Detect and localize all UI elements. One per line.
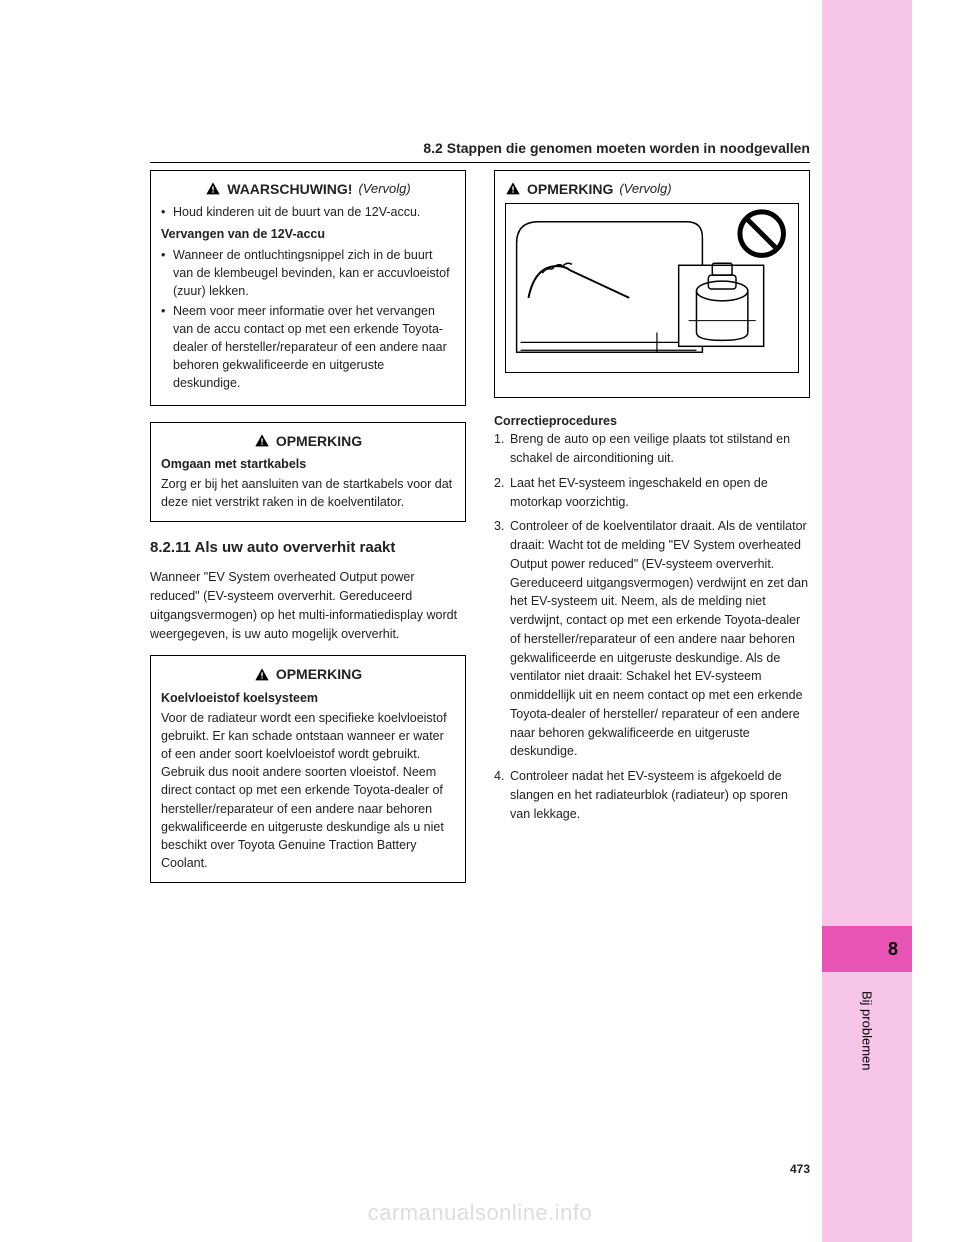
- step-number: 2.: [494, 474, 504, 493]
- step-text: Controleer of de koelventilator draait. …: [510, 519, 808, 758]
- notice1-title: OPMERKING: [276, 431, 362, 451]
- procedure-list: 1. Breng de auto op een veilige plaats to…: [494, 430, 810, 823]
- step-number: 1.: [494, 430, 504, 449]
- chapter-number: 8: [888, 939, 898, 960]
- warning-bullet: Wanneer de ontluchtingsnippel zich in de…: [161, 246, 455, 300]
- warning-title: WAARSCHUWING!: [227, 179, 352, 199]
- procedure-step: 3. Controleer of de koelventilator draait…: [494, 517, 810, 761]
- left-column: WAARSCHUWING! (Vervolg) Houd kinderen ui…: [150, 170, 466, 899]
- notice2-title: OPMERKING: [276, 664, 362, 684]
- step-text: Laat het EV-systeem ingeschakeld en open…: [510, 476, 768, 509]
- page: 8 Bij problemen 8.2 Stappen die genomen …: [0, 0, 960, 1242]
- notice-box-2: OPMERKING Koelvloeistof koelsysteem Voor…: [150, 655, 466, 883]
- notice3-title-row: OPMERKING (Vervolg): [505, 179, 799, 199]
- chapter-label-text: Bij problemen: [860, 985, 875, 1071]
- warning-triangle-icon: [505, 181, 521, 197]
- notice3-title: OPMERKING: [527, 179, 613, 199]
- warning-title-row: WAARSCHUWING! (Vervolg): [161, 179, 455, 199]
- warning-subhead: Vervangen van de 12V-accu: [161, 225, 455, 243]
- notice2-title-row: OPMERKING: [161, 664, 455, 684]
- notice3-continued: (Vervolg): [619, 180, 671, 199]
- procedure-step: 2. Laat het EV-systeem ingeschakeld en op…: [494, 474, 810, 512]
- subsection-heading: 8.2.11 Als uw auto oververhit raakt: [150, 538, 466, 558]
- subsection-paragraph: Wanneer "EV System overheated Output pow…: [150, 568, 466, 643]
- procedure-heading: Correctieprocedures: [494, 414, 810, 428]
- columns: WAARSCHUWING! (Vervolg) Houd kinderen ui…: [150, 170, 810, 899]
- step-text: Breng de auto op een veilige plaats tot …: [510, 432, 790, 465]
- step-text: Controleer nadat het EV-systeem is afgek…: [510, 769, 788, 821]
- chapter-label: Bij problemen: [822, 985, 912, 1135]
- notice1-subhead: Omgaan met startkabels: [161, 455, 455, 473]
- watermark: carmanualsonline.info: [0, 1200, 960, 1226]
- step-number: 4.: [494, 767, 504, 786]
- step-number: 3.: [494, 517, 504, 536]
- warning-continued: (Vervolg): [358, 180, 410, 199]
- procedure-step: 4. Controleer nadat het EV-systeem is afg…: [494, 767, 810, 823]
- warning-triangle-icon: [254, 667, 270, 683]
- notice1-title-row: OPMERKING: [161, 431, 455, 451]
- notice1-body: Zorg er bij het aansluiten van de startk…: [161, 475, 455, 511]
- warning-box: WAARSCHUWING! (Vervolg) Houd kinderen ui…: [150, 170, 466, 406]
- notice-box-3: OPMERKING (Vervolg): [494, 170, 810, 398]
- warning-bullet: Houd kinderen uit de buurt van de 12V-ac…: [161, 203, 455, 221]
- notice2-subhead: Koelvloeistof koelsysteem: [161, 689, 455, 707]
- page-number: 473: [790, 1162, 810, 1176]
- notice-box-1: OPMERKING Omgaan met startkabels Zorg er…: [150, 422, 466, 523]
- warning-triangle-icon: [254, 433, 270, 449]
- right-column: OPMERKING (Vervolg): [494, 170, 810, 899]
- procedure-step: 1. Breng de auto op een veilige plaats to…: [494, 430, 810, 468]
- coolant-do-not-open-illustration: [505, 203, 799, 373]
- section-header: 8.2 Stappen die genomen moeten worden in…: [150, 140, 810, 163]
- warning-triangle-icon: [205, 181, 221, 197]
- warning-bullet: Neem voor meer informatie over het verva…: [161, 302, 455, 393]
- notice2-body: Voor de radiateur wordt een specifieke k…: [161, 709, 455, 872]
- chapter-tab: 8: [822, 926, 912, 972]
